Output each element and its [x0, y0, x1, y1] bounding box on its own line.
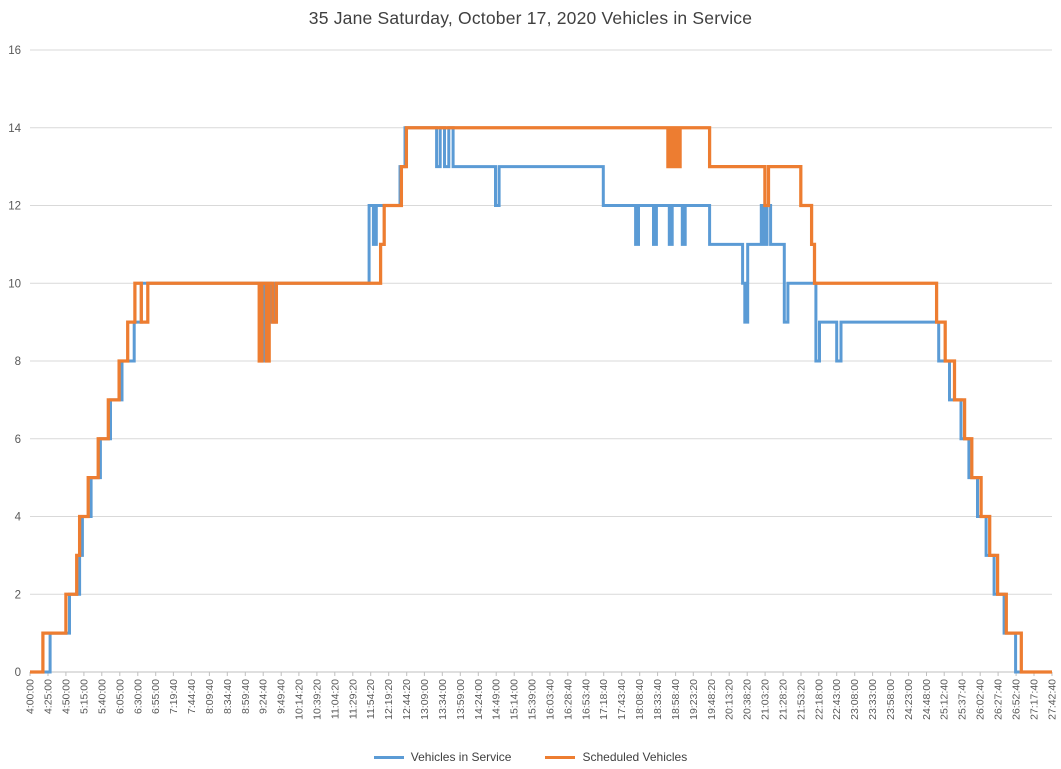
svg-text:9:24:40: 9:24:40: [258, 679, 270, 714]
svg-text:13:34:00: 13:34:00: [437, 679, 449, 720]
svg-text:14: 14: [8, 123, 21, 135]
svg-text:19:48:20: 19:48:20: [706, 679, 718, 720]
svg-text:5:40:00: 5:40:00: [96, 679, 108, 714]
svg-text:10:14:20: 10:14:20: [293, 679, 305, 720]
svg-text:20:13:20: 20:13:20: [724, 679, 736, 720]
svg-text:8: 8: [15, 356, 21, 368]
svg-text:7:19:40: 7:19:40: [168, 679, 180, 714]
svg-text:6:05:00: 6:05:00: [114, 679, 126, 714]
chart-title: 35 Jane Saturday, October 17, 2020 Vehic…: [308, 8, 753, 28]
svg-text:14:24:00: 14:24:00: [473, 679, 485, 720]
legend-swatch-scheduled-vehicles: [545, 755, 576, 759]
svg-text:15:39:00: 15:39:00: [527, 679, 539, 720]
svg-text:15:14:00: 15:14:00: [509, 679, 521, 720]
svg-text:8:59:40: 8:59:40: [240, 679, 252, 714]
svg-text:11:29:20: 11:29:20: [347, 679, 359, 719]
chart-legend: Vehicles in Service Scheduled Vehicles: [0, 750, 1061, 764]
svg-text:4:50:00: 4:50:00: [60, 679, 72, 714]
svg-text:12:44:20: 12:44:20: [401, 679, 413, 720]
svg-text:16:03:40: 16:03:40: [544, 679, 556, 720]
svg-text:2: 2: [15, 589, 21, 601]
svg-text:4: 4: [15, 512, 22, 524]
svg-text:23:33:00: 23:33:00: [867, 679, 879, 720]
legend-label-vehicles-in-service: Vehicles in Service: [410, 750, 512, 764]
svg-text:7:44:40: 7:44:40: [186, 679, 198, 714]
svg-text:6:55:00: 6:55:00: [150, 679, 162, 714]
svg-text:16:28:40: 16:28:40: [562, 679, 574, 720]
svg-text:16: 16: [8, 45, 21, 57]
svg-text:11:04:20: 11:04:20: [329, 679, 341, 719]
svg-text:22:43:00: 22:43:00: [831, 679, 843, 720]
svg-text:6:30:00: 6:30:00: [132, 679, 144, 714]
svg-text:18:08:40: 18:08:40: [634, 679, 646, 720]
legend-label-scheduled-vehicles: Scheduled Vehicles: [582, 750, 688, 764]
svg-text:8:09:40: 8:09:40: [204, 679, 216, 714]
svg-text:0: 0: [15, 667, 21, 679]
svg-text:26:27:40: 26:27:40: [993, 679, 1005, 720]
svg-text:12: 12: [8, 201, 21, 213]
svg-text:24:23:00: 24:23:00: [903, 679, 915, 720]
svg-text:13:59:00: 13:59:00: [455, 679, 467, 720]
svg-text:4:25:00: 4:25:00: [43, 679, 55, 714]
svg-text:25:37:40: 25:37:40: [957, 679, 969, 720]
svg-text:4:00:00: 4:00:00: [25, 679, 37, 714]
svg-text:21:03:20: 21:03:20: [760, 679, 772, 720]
svg-text:23:58:00: 23:58:00: [885, 679, 897, 720]
svg-text:26:02:40: 26:02:40: [975, 679, 987, 720]
svg-text:10: 10: [8, 278, 21, 290]
svg-text:11:54:20: 11:54:20: [365, 679, 377, 719]
svg-text:25:12:40: 25:12:40: [939, 679, 951, 720]
svg-text:18:58:40: 18:58:40: [670, 679, 682, 720]
svg-text:23:08:00: 23:08:00: [849, 679, 861, 720]
svg-text:6: 6: [15, 434, 21, 446]
svg-text:9:49:40: 9:49:40: [276, 679, 288, 714]
legend-swatch-vehicles-in-service: [373, 755, 404, 759]
svg-text:5:15:00: 5:15:00: [78, 679, 90, 714]
svg-text:16:53:40: 16:53:40: [580, 679, 592, 720]
svg-text:10:39:20: 10:39:20: [311, 679, 323, 720]
svg-text:12:19:20: 12:19:20: [383, 679, 395, 720]
svg-text:21:28:20: 21:28:20: [778, 679, 790, 720]
svg-text:18:33:40: 18:33:40: [652, 679, 664, 720]
svg-text:27:42:40: 27:42:40: [1047, 679, 1059, 720]
svg-text:13:09:00: 13:09:00: [419, 679, 431, 720]
svg-text:17:43:40: 17:43:40: [616, 679, 628, 720]
svg-text:26:52:40: 26:52:40: [1011, 679, 1023, 720]
legend-item-vehicles-in-service[interactable]: Vehicles in Service: [373, 750, 512, 764]
svg-text:24:48:00: 24:48:00: [921, 679, 933, 720]
svg-text:17:18:40: 17:18:40: [598, 679, 610, 720]
svg-text:19:23:20: 19:23:20: [688, 679, 700, 720]
svg-text:8:34:40: 8:34:40: [222, 679, 234, 714]
legend-item-scheduled-vehicles[interactable]: Scheduled Vehicles: [545, 750, 687, 764]
svg-text:14:49:00: 14:49:00: [491, 679, 503, 720]
svg-text:27:17:40: 27:17:40: [1029, 679, 1041, 720]
svg-text:20:38:20: 20:38:20: [742, 679, 754, 720]
svg-text:21:53:20: 21:53:20: [796, 679, 808, 720]
svg-text:22:18:00: 22:18:00: [813, 679, 825, 720]
